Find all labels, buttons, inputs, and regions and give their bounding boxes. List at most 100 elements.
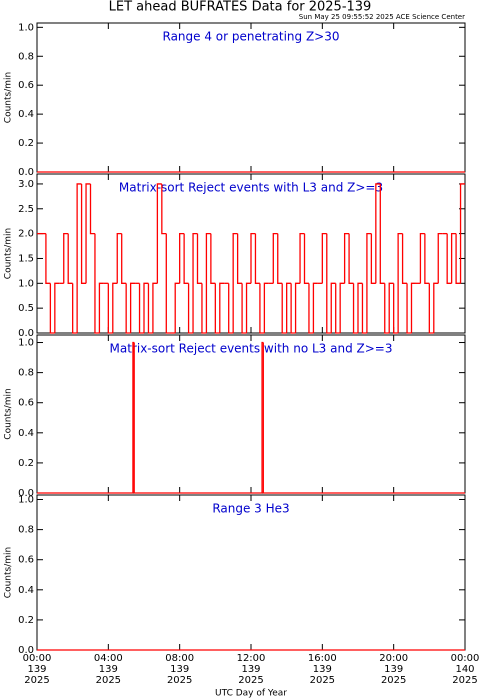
data-step bbox=[250, 232, 256, 284]
x-tick-label: 20:00 bbox=[379, 653, 408, 664]
y-tick-label: 1.0 bbox=[18, 278, 34, 289]
data-step bbox=[205, 232, 211, 333]
data-step bbox=[143, 282, 149, 333]
data-step bbox=[321, 232, 327, 284]
x-tick-year: 2025 bbox=[310, 675, 335, 686]
y-tick-label: 1.5 bbox=[18, 253, 34, 264]
y-tick-label: 0.8 bbox=[18, 51, 34, 62]
data-step bbox=[54, 282, 60, 333]
data-step bbox=[49, 283, 55, 334]
data-step bbox=[98, 282, 104, 333]
data-step bbox=[241, 283, 247, 334]
data-step bbox=[121, 233, 127, 284]
y-tick-label: 0.8 bbox=[18, 525, 34, 536]
data-step bbox=[72, 283, 78, 334]
data-step bbox=[228, 283, 234, 334]
data-step bbox=[210, 233, 216, 284]
chart-title: LET ahead BUFRATES Data for 2025-139 bbox=[109, 0, 372, 15]
y-tick-label: 0.2 bbox=[18, 138, 34, 149]
chart-subtitle: Sun May 25 09:55:52 2025 ACE Science Cen… bbox=[299, 13, 465, 21]
panel-annotation: Matrix-sort Reject events with L3 and Z>… bbox=[119, 181, 383, 195]
data-step bbox=[138, 283, 144, 334]
data-step bbox=[67, 233, 73, 284]
y-tick-label: 0.2 bbox=[18, 615, 34, 626]
y-tick-label: 2.5 bbox=[18, 204, 34, 215]
panel-frame bbox=[36, 334, 466, 494]
y-tick-label: 0.0 bbox=[18, 167, 34, 178]
x-tick-year: 2025 bbox=[238, 675, 263, 686]
data-step bbox=[428, 283, 434, 334]
data-step bbox=[419, 232, 425, 284]
data-step bbox=[459, 183, 465, 284]
y-tick-label: 0.5 bbox=[18, 303, 34, 314]
y-tick-label: 3.0 bbox=[18, 179, 34, 190]
data-step bbox=[80, 183, 87, 284]
x-tick-day: 139 bbox=[170, 664, 189, 675]
data-step bbox=[446, 233, 452, 284]
data-step bbox=[357, 282, 363, 333]
y-tick-label: 1.0 bbox=[18, 22, 34, 33]
y-tick-label: 0.4 bbox=[18, 585, 34, 596]
data-step bbox=[76, 183, 82, 333]
data-step bbox=[303, 233, 309, 284]
data-step bbox=[133, 342, 263, 494]
data-step bbox=[89, 183, 95, 235]
y-tick-label: 0.0 bbox=[18, 328, 34, 339]
data-step bbox=[393, 283, 399, 334]
data-step bbox=[388, 282, 394, 333]
x-tick-label: 04:00 bbox=[94, 653, 123, 664]
data-step bbox=[455, 233, 461, 284]
data-step bbox=[330, 282, 336, 333]
data-step bbox=[262, 342, 465, 494]
data-step bbox=[263, 282, 269, 333]
x-tick-label: 00:00 bbox=[23, 653, 52, 664]
panel-annotation: Matrix-sort Reject events with no L3 and… bbox=[110, 342, 393, 356]
data-step bbox=[450, 232, 457, 284]
x-tick-label: 00:00 bbox=[451, 653, 479, 664]
y-tick-label: 0.6 bbox=[18, 555, 34, 566]
data-step bbox=[107, 283, 113, 334]
panel-frame bbox=[36, 22, 466, 173]
data-step bbox=[343, 232, 350, 284]
data-step bbox=[214, 283, 220, 334]
y-axis-label: Counts/min bbox=[4, 388, 14, 439]
y-tick-label: 0.8 bbox=[18, 368, 34, 379]
x-tick-day: 139 bbox=[241, 664, 260, 675]
panel-frame bbox=[36, 494, 466, 651]
data-step bbox=[272, 232, 278, 284]
data-step bbox=[156, 183, 162, 284]
x-tick-day: 139 bbox=[27, 664, 46, 675]
x-tick-year: 2025 bbox=[452, 675, 477, 686]
y-tick-label: 0.2 bbox=[18, 458, 34, 469]
x-tick-label: 16:00 bbox=[308, 653, 337, 664]
panel-annotation: Range 3 He3 bbox=[212, 502, 289, 516]
data-step bbox=[196, 233, 202, 284]
data-step bbox=[116, 232, 122, 284]
y-tick-label: 0.0 bbox=[18, 645, 34, 656]
data-step bbox=[348, 233, 354, 284]
y-tick-label: 0.4 bbox=[18, 428, 34, 439]
data-step bbox=[384, 283, 390, 334]
data-step bbox=[232, 232, 238, 333]
data-step bbox=[397, 232, 403, 333]
x-tick-year: 2025 bbox=[167, 675, 192, 686]
data-step bbox=[165, 233, 171, 334]
data-step bbox=[174, 282, 180, 333]
data-step bbox=[299, 232, 305, 284]
data-step bbox=[45, 233, 51, 284]
data-step bbox=[312, 282, 318, 333]
data-step bbox=[112, 282, 118, 333]
x-tick-label: 08:00 bbox=[165, 653, 194, 664]
data-step bbox=[277, 233, 283, 284]
data-step bbox=[85, 183, 91, 284]
x-tick-year: 2025 bbox=[96, 675, 121, 686]
x-tick-day: 139 bbox=[99, 664, 118, 675]
data-step bbox=[259, 283, 265, 334]
y-tick-label: 0.6 bbox=[18, 80, 34, 91]
data-step bbox=[379, 183, 385, 284]
data-step bbox=[183, 233, 189, 284]
data-step bbox=[361, 283, 367, 334]
data-step bbox=[437, 232, 443, 284]
data-step bbox=[339, 282, 345, 333]
